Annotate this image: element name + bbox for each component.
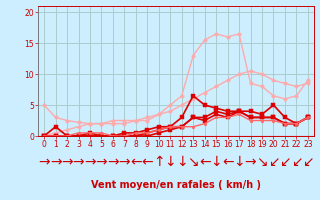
X-axis label: Vent moyen/en rafales ( km/h ): Vent moyen/en rafales ( km/h ) xyxy=(91,180,261,190)
